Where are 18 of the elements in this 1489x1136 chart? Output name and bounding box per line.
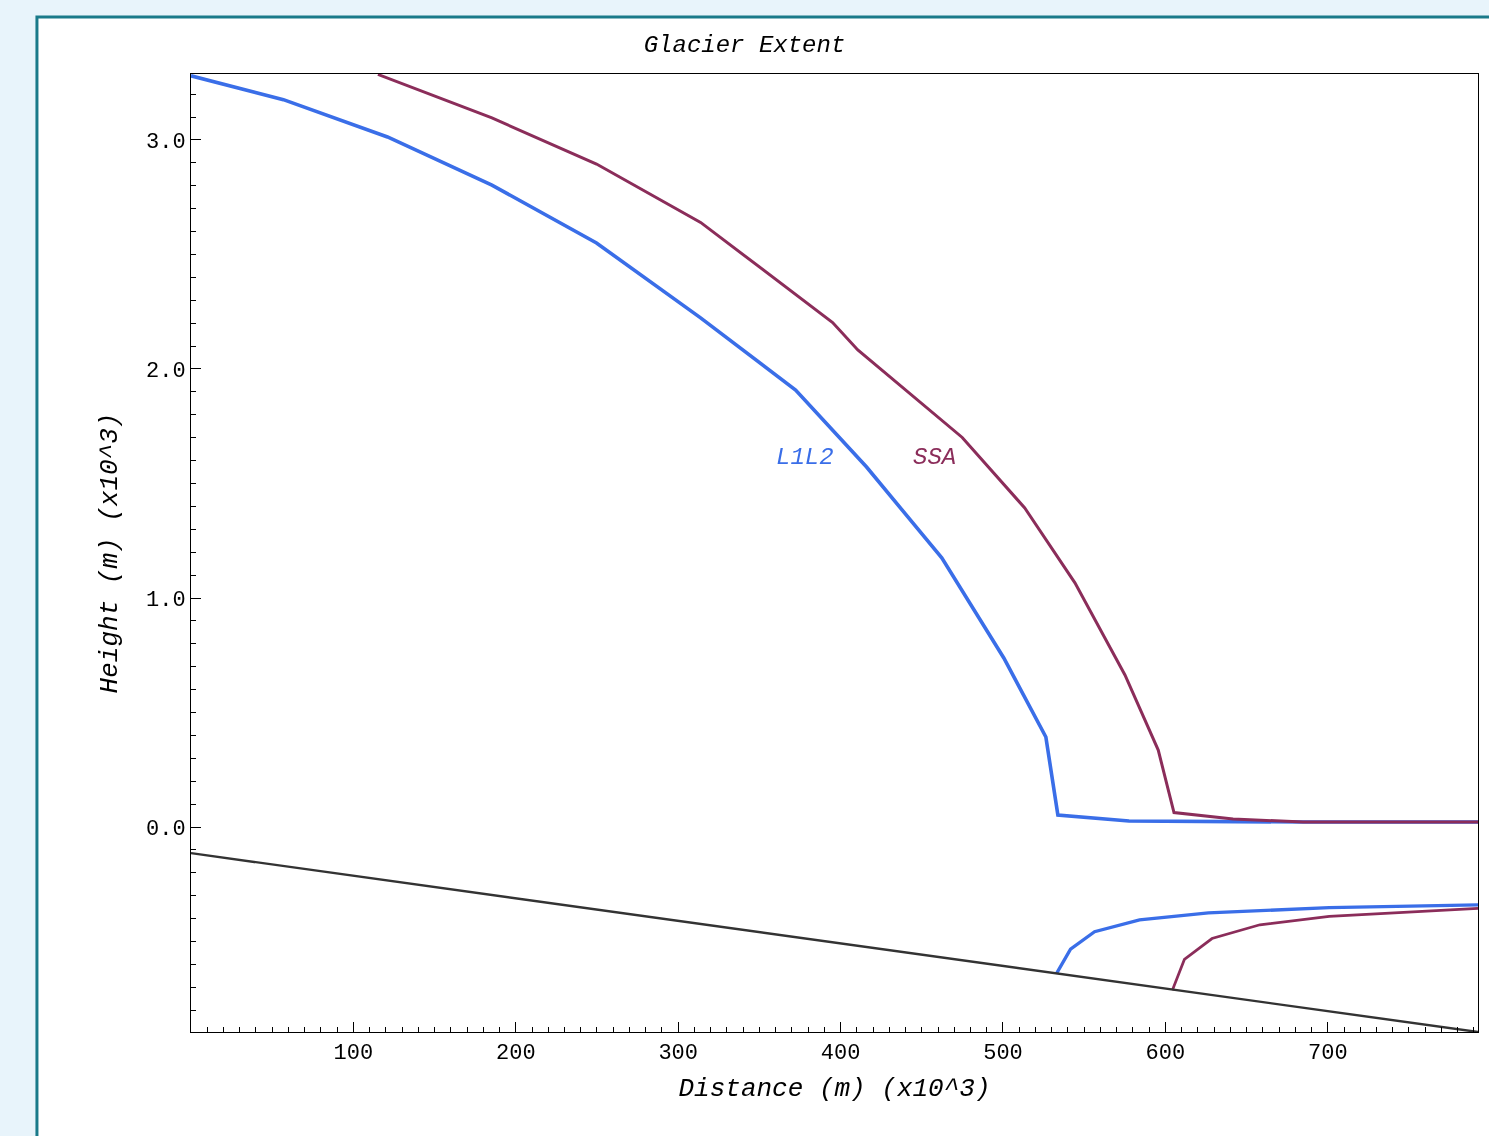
chart-title: Glacier Extent — [643, 32, 846, 60]
x-tick-label: 100 — [333, 1041, 374, 1067]
y-tick-label: 1.0 — [145, 587, 186, 613]
y-axis-title: Height (m) (x10^3) — [95, 412, 126, 694]
x-tick-label: 700 — [1307, 1041, 1348, 1067]
series-label: L1L2 — [776, 444, 834, 471]
x-tick-label: 300 — [658, 1041, 698, 1067]
y-tick-label: 0.0 — [145, 816, 186, 842]
y-tick-label: 3.0 — [145, 129, 186, 155]
y-tick-label: 2.0 — [145, 358, 186, 384]
line-series — [1055, 903, 1478, 975]
x-tick-label: 600 — [1145, 1041, 1186, 1067]
x-axis-title: Distance (m) (x10^3) — [678, 1074, 991, 1105]
series-label: SSA — [913, 444, 957, 471]
line-series — [1171, 906, 1478, 992]
x-tick-label: 400 — [820, 1041, 861, 1067]
x-tick-label: 500 — [983, 1041, 1023, 1067]
x-tick-label: 200 — [495, 1041, 536, 1067]
